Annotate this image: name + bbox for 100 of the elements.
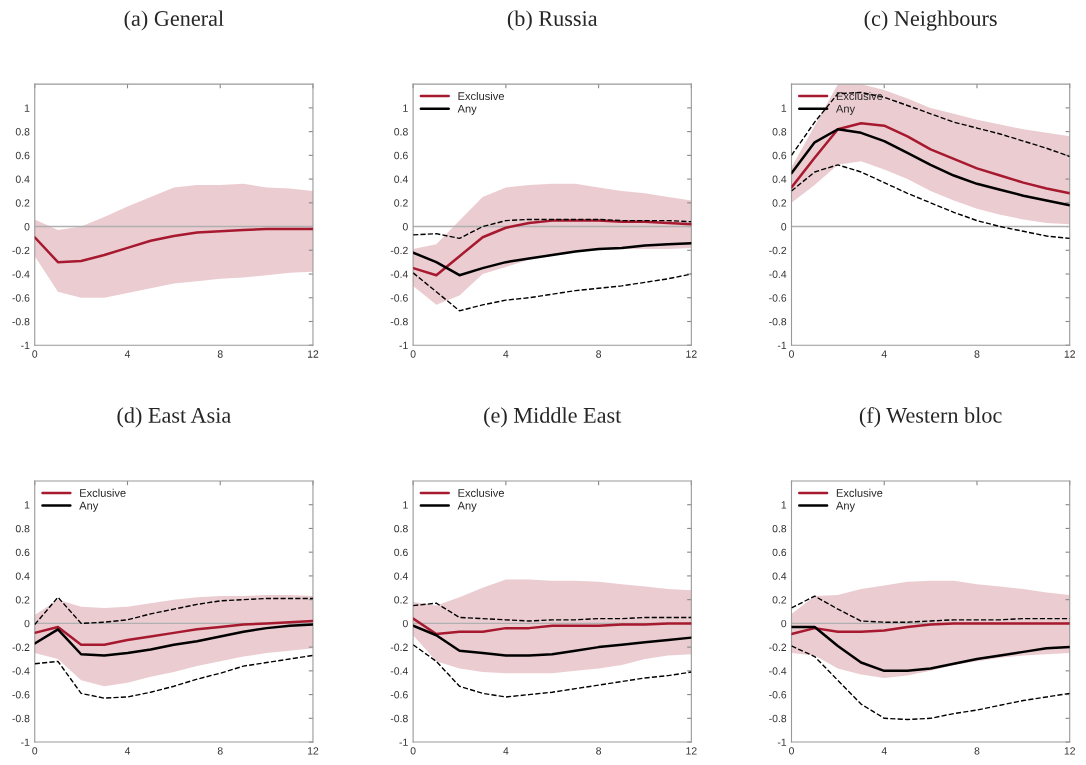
y-tick-label: 0.8 [772,524,787,533]
x-tick-label: 4 [124,747,131,755]
chart-title: (e) Middle East [484,407,622,428]
x-tick-label: 0 [410,350,416,358]
y-tick-label: 1 [403,501,408,509]
legend-label: Exclusive [458,91,504,101]
x-tick-label: 12 [1064,747,1075,755]
y-tick-label: 1 [24,104,30,112]
legend-label: Any [835,104,856,115]
y-tick-label: 0.4 [772,175,787,183]
x-tick-label: 8 [974,747,980,755]
legend-label: Exclusive [458,488,504,497]
y-tick-label: -0.6 [390,294,408,302]
x-tick-label: 0 [789,350,794,358]
legend-label: Exclusive [836,488,883,497]
y-tick-label: -0.4 [769,270,787,278]
y-tick-label: 0 [402,619,408,628]
y-tick-label: -0.2 [769,643,787,651]
x-tick-label: 4 [881,747,887,755]
y-tick-label: 0.8 [772,128,787,136]
y-tick-label: -0.8 [390,317,408,326]
y-tick-label: -1 [399,738,408,746]
y-tick-label: 0.6 [394,548,408,557]
legend-label: Any [457,501,477,512]
y-tick-label: 0 [24,619,30,628]
y-tick-label: -0.4 [769,667,787,675]
y-tick-label: -1 [777,738,787,746]
x-tick-label: 12 [307,350,319,358]
y-tick-label: -0.2 [12,246,30,255]
y-tick-label: 0.2 [394,596,408,604]
line-series [34,623,313,657]
chart-title: (f) Western bloc [859,407,1002,428]
y-tick-label: 0.6 [772,548,787,557]
x-tick-label: 4 [881,350,887,358]
x-tick-label: 8 [217,747,223,755]
line-series [791,91,1070,158]
y-tick-label: -0.4 [390,667,408,675]
x-tick-label: 0 [789,747,794,755]
line-series [413,624,692,657]
line-series [413,617,692,636]
y-tick-label: 1 [24,501,30,509]
y-tick-label: 1 [781,104,787,112]
y-tick-label: -0.8 [12,714,30,723]
line-series [34,227,313,264]
y-tick-label: 0.8 [15,128,30,136]
y-tick-label: -0.6 [769,294,787,302]
chart-title: (c) Neighbours [864,10,997,31]
y-tick-label: 1 [403,104,408,112]
y-tick-label: -1 [21,738,30,746]
y-tick-label: 0 [24,223,30,231]
chart-title: (b) Russia [507,10,598,31]
y-tick-label: -1 [777,341,787,349]
y-tick-label: -0.4 [12,667,30,675]
x-tick-label: 8 [974,350,980,358]
line-series [791,127,1070,207]
chart-title: (d) East Asia [117,407,231,428]
y-tick-label: 0.4 [772,572,787,580]
y-tick-label: 0.6 [15,151,30,160]
y-tick-label: 0 [781,619,787,628]
line-series [791,164,1070,240]
line-series [413,644,692,698]
line-series [34,619,313,646]
line-series [413,602,692,622]
x-tick-label: 12 [686,747,697,755]
y-tick-label: -1 [399,341,408,349]
legend-label: Any [457,104,477,115]
y-tick-label: -0.2 [12,643,30,651]
y-tick-label: 0.4 [394,572,408,580]
chart-title: (a) General [124,10,224,31]
y-tick-label: 0.4 [394,175,408,183]
y-tick-label: 0.6 [15,548,30,557]
y-tick-label: -0.4 [12,270,30,278]
x-tick-label: 8 [596,747,602,755]
line-series [413,272,692,312]
y-tick-label: -0.2 [390,643,408,651]
y-tick-label: 0.4 [15,175,30,183]
y-tick-label: 0.2 [15,199,30,207]
line-series [791,622,1070,636]
y-tick-label: 0.8 [15,524,30,533]
line-series [791,122,1070,195]
x-tick-label: 0 [32,350,38,358]
y-tick-label: -0.8 [769,317,787,326]
x-tick-label: 4 [124,350,131,358]
y-tick-label: -0.6 [769,691,787,699]
y-tick-label: 0.8 [394,128,408,136]
x-tick-label: 4 [503,747,509,755]
y-tick-label: 0 [402,223,408,231]
y-tick-label: 0.4 [15,572,30,580]
line-series [413,219,692,277]
y-tick-label: 0.6 [394,151,408,160]
x-tick-label: 0 [410,747,416,755]
line-series [413,241,692,277]
y-tick-label: -0.2 [769,246,787,255]
x-tick-label: 8 [596,350,602,358]
y-tick-label: -1 [21,341,30,349]
legend-label: Exclusive [80,488,126,497]
legend-label: Exclusive [836,91,883,101]
y-tick-label: 0.2 [772,596,787,604]
x-tick-label: 12 [686,350,697,358]
x-tick-label: 12 [307,747,319,755]
